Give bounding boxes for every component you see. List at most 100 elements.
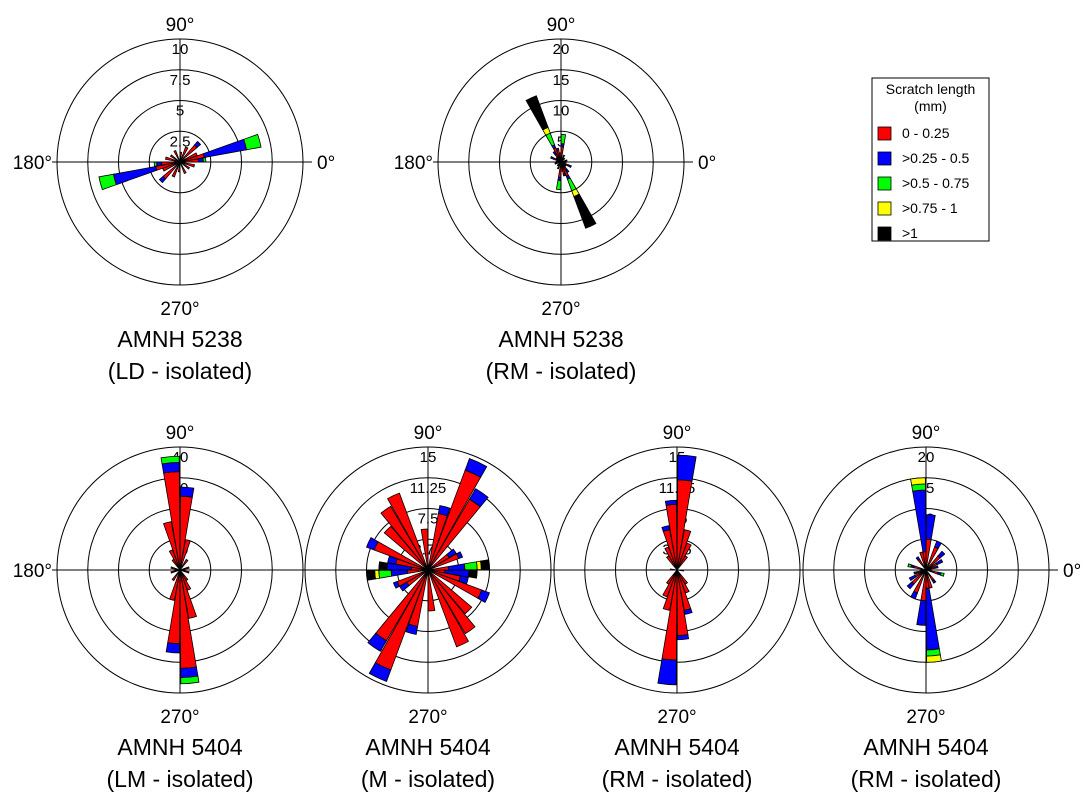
legend-label: >1 [902,225,918,241]
rose-bar-segment [368,662,392,682]
rose-bar-segment [392,580,401,589]
panel-title-specimen: AMNH 5238 [117,326,242,352]
legend-swatch [877,126,892,141]
ring-label: 11.25 [410,480,446,497]
rose-bar-segment [468,488,489,508]
angle-label-90: 90° [663,423,692,444]
rose-bar-segment [177,161,181,173]
rose-bar-segment [664,499,677,506]
rose-bar-segment [912,489,927,553]
panel-title-specimen: AMNH 5404 [117,734,242,760]
rose-bar-segment [156,161,163,167]
rose-bar-segment [399,581,410,592]
rose-bar-segment [677,454,697,482]
ring-label: 20 [918,449,935,466]
rose-bar-segment [670,568,678,571]
rose-bar-segment [925,569,933,589]
rose-bar-segment [935,558,944,566]
ring-label: 15 [553,72,570,89]
rose-panel-2: 510152090°270°180°0°AMNH 5238(RM - isola… [394,15,716,384]
rose-bar-segment [555,147,560,151]
rose-bar-segment [915,556,921,562]
rose-bar-segment [560,159,568,163]
rose-bar-segment [179,161,187,175]
rose-bar-segment [193,140,202,149]
angle-label-270: 270° [160,299,199,320]
rose-bar-segment [480,559,490,571]
rose-bar-segment [455,551,464,560]
angle-label-90: 90° [166,15,195,36]
angle-label-90: 90° [414,423,443,444]
angle-label-0: 0° [698,153,716,174]
rose-bar-segment [916,599,927,626]
rose-bar-segment [525,95,549,131]
rose-bar-segment [910,590,918,600]
rose-bar-segment [427,569,436,612]
angle-label-180: 180° [394,153,433,174]
rose-bar-segment [179,151,183,163]
legend-swatch [877,201,892,216]
rose-bar-segment [560,154,566,163]
legend-label: >0.75 - 1 [902,200,958,216]
panel-title-position: (RM - isolated) [851,766,1002,792]
rose-bar-segment [179,152,198,163]
legend-title-line-1: Scratch length [886,81,976,97]
rose-bar-segment [934,540,942,550]
rose-bar-segment [171,161,181,178]
ring-label: 20 [553,41,570,58]
rose-bar-segment [179,161,195,168]
angle-label-270: 270° [906,707,945,728]
rose-bar-segment [180,486,195,498]
legend-items: 0 - 0.25 >0.25 - 0.5 >0.5 - 0.75 >0.75 - 1 >… [877,125,970,241]
rose-bar-segment [552,150,557,156]
panel-title-specimen: AMNH 5238 [498,326,623,352]
rose-bar-segment [913,571,918,575]
rose-bar-segment [366,569,376,581]
rose-bar-segment [565,168,570,174]
rose-bar-segment [657,658,677,686]
rose-bar-segment [202,157,207,163]
rose-bar-segment [560,161,564,172]
angle-label-90: 90° [912,423,941,444]
rose-bar-segment [550,155,555,160]
rose-bar-segment [676,555,689,571]
rose-panels: 2.5 5 7.5 10 90° 270° 180° 0° AMNH 5238 (LD - iso… [13,15,1081,792]
rose-bar-segment [387,555,398,565]
rose-bar-segment [934,565,939,569]
legend: Scratch length (mm) 0 - 0.25 >0.25 - 0.5 >… [871,77,990,242]
rose-bar-segment [558,152,562,163]
rose-bar-segment [676,569,689,585]
rose-bar-segment [179,161,191,170]
rose-bar-segment [179,146,189,163]
legend-entry: 0 - 0.25 [877,125,950,141]
angle-label-180: 180° [13,561,52,582]
rose-bar-segment [161,461,180,474]
ring-label: 2.5 [170,133,191,150]
rose-bar-segment [160,455,180,465]
rose-bar-segment [554,161,562,165]
rose-bar-segment [925,514,936,541]
rose-bar-segment [560,133,567,145]
rose-bar-segment [165,156,181,163]
rose-bar-segment [378,561,389,571]
rose-bar-segment [179,539,191,571]
rose-bar-segment [555,179,562,191]
rose-bar-segment [427,569,473,615]
legend-label: 0 - 0.25 [902,125,950,141]
rose-bar-segment [676,569,684,572]
rose-bar-segment [179,558,189,571]
rose-bar-segment [906,581,915,590]
ring-label: 10 [172,41,189,58]
panel-title-position: (RM - isolated) [486,358,637,384]
panel-title-position: (LM - isolated) [107,766,254,792]
rose-bar-segment [567,164,572,169]
rose-bar-segment [545,132,556,147]
ring-label: 7.5 [418,511,439,528]
rose-bar-segment [907,563,913,568]
legend-entry: >0.75 - 1 [877,200,958,216]
rose-bar-segment [925,587,940,651]
legend-label: >0.5 - 0.75 [902,175,970,191]
panel-title-position: (LD - isolated) [108,358,252,384]
